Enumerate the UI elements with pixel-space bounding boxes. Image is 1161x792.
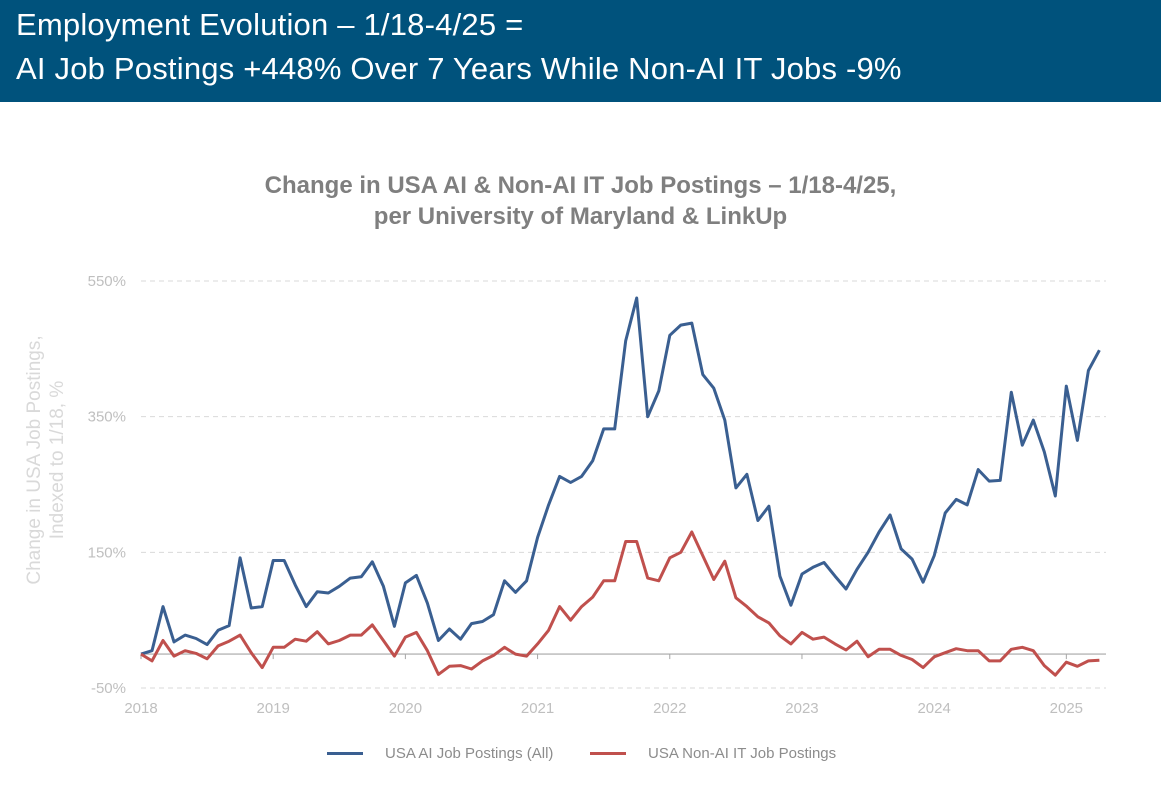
y-axis-label-line-2: Indexed to 1/18, % [47,381,68,540]
legend-swatch-non-ai [590,752,626,755]
x-tick-label: 2025 [1050,700,1083,717]
series-line-ai-job-postings [140,296,1101,656]
gridlines [141,280,1106,689]
y-tick-label: -50% [91,680,126,697]
series-lines [140,296,1101,677]
legend-label-non-ai: USA Non-AI IT Job Postings [648,745,837,762]
x-tick-label: 2020 [389,700,422,717]
y-tick-label: 350% [88,409,126,426]
x-tick-label: 2023 [785,700,818,717]
legend-item-ai: USA AI Job Postings (All) [327,745,553,762]
header-title-line-1: Employment Evolution – 1/18-4/25 = [16,7,524,42]
legend: USA AI Job Postings (All) USA Non-AI IT … [0,745,1161,769]
x-tick-label: 2018 [124,700,157,717]
legend-item-non-ai: USA Non-AI IT Job Postings [590,745,836,762]
header-banner: Employment Evolution – 1/18-4/25 = AI Jo… [0,0,1161,102]
x-tick-label: 2021 [521,700,554,717]
chart-title-line-2: per University of Maryland & LinkUp [373,203,788,230]
x-tick-label: 2019 [257,700,290,717]
x-tick-label: 2022 [653,700,686,717]
legend-swatch-ai [327,752,363,755]
legend-label-ai: USA AI Job Postings (All) [385,745,554,762]
y-axis-label-line-1: Change in USA Job Postings, [24,335,45,584]
chart-title-line-1: Change in USA AI & Non-AI IT Job Posting… [264,172,897,199]
y-tick-label: 550% [88,273,126,290]
y-tick-label: 150% [88,544,126,561]
x-tick-label: 2024 [917,700,950,717]
y-axis-ticks: -50% 150% 350% 550% [88,273,126,697]
series-line-non-ai-it-job-postings [140,530,1100,677]
x-axis-ticks: 2018 2019 2020 2021 2022 2023 2024 2025 [124,654,1083,717]
header-title-line-2: AI Job Postings +448% Over 7 Years While… [16,51,902,86]
